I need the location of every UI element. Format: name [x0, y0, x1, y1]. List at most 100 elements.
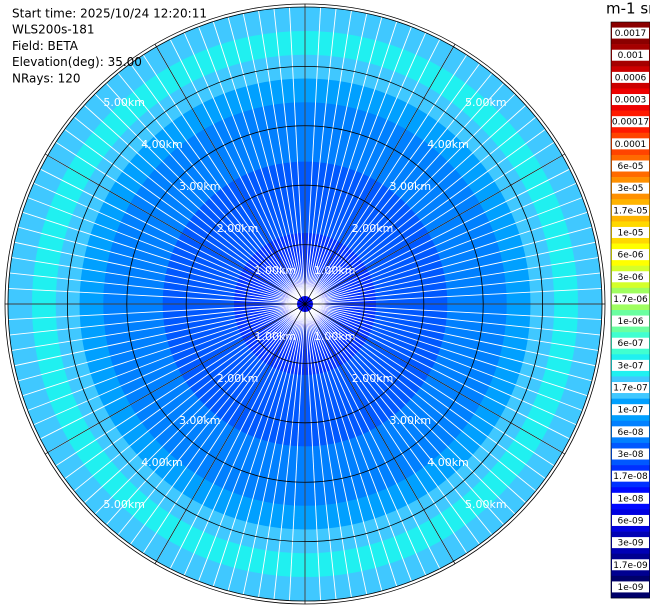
colorbar-label: 1e-06 [618, 317, 644, 327]
colorbar-label: 6e-09 [618, 516, 644, 526]
range-label: 2.00km [217, 222, 259, 235]
colorbar-units: m-1 sr-1 [606, 0, 650, 18]
ray-separator [6, 304, 298, 336]
colorbar-label: 6e-08 [618, 428, 644, 438]
range-label: 1.00km [254, 330, 296, 343]
colorbar-label-bg [612, 581, 649, 593]
range-label: 5.00km [465, 498, 507, 511]
range-label: 3.00km [179, 180, 221, 193]
ray-separator [306, 10, 368, 297]
ray-separator [312, 287, 605, 305]
colorbar-label: 0.0017 [615, 29, 647, 39]
colorbar-label: 0.00017 [612, 118, 649, 128]
ray-separator [312, 241, 599, 303]
colorbar-label: 1.7e-08 [613, 472, 648, 482]
ray-separator [312, 306, 580, 427]
colorbar-label: 1e-07 [618, 406, 644, 416]
ray-separator [128, 310, 301, 547]
ray-separator [37, 167, 299, 301]
ray-separator [19, 210, 298, 302]
ray-separator [308, 52, 469, 298]
ray-separator [19, 306, 298, 398]
ray-separator [11, 305, 298, 367]
colorbar-label: 3e-07 [618, 361, 644, 371]
colorbar-label-bg [612, 559, 649, 571]
colorbar-label: 1.7e-05 [613, 206, 648, 216]
ray-separator [304, 4, 322, 297]
ray-separator [226, 14, 304, 297]
range-label: 2.00km [217, 372, 259, 385]
ray-separator [30, 306, 298, 427]
ray-separator [310, 309, 518, 517]
ray-separator [288, 4, 306, 297]
ray-separator [71, 308, 300, 494]
ray-separator [304, 311, 322, 604]
ray-separator [307, 311, 428, 579]
ray-separator [311, 307, 573, 441]
ray-separator [92, 309, 300, 517]
info-line: WLS200s-181 [12, 23, 95, 37]
ray-separator [197, 311, 303, 585]
colorbar-label: 1e-05 [618, 228, 644, 238]
ray-separator [30, 181, 298, 302]
range-ring [245, 244, 365, 364]
ray-separator [311, 167, 573, 301]
colorbar-label: 6e-06 [618, 251, 644, 261]
ray-separator [312, 306, 591, 398]
edge [4, 3, 606, 605]
ray-separator [257, 311, 305, 601]
colorbar-label-bg [612, 293, 649, 305]
ray-separator [311, 307, 557, 468]
ray-separator [24, 306, 298, 412]
ray-separator [310, 91, 518, 299]
ray-separator [257, 7, 305, 297]
ray-separator [308, 310, 469, 556]
colorbar-label: 0.0006 [615, 73, 647, 83]
colorbar-label-bg [612, 138, 649, 150]
colorbar-label-bg [612, 226, 649, 238]
ray-separator [168, 310, 302, 572]
ray-separator [308, 310, 442, 572]
ray-separator [312, 304, 604, 336]
ray-separator [211, 311, 303, 590]
ray-separator [15, 225, 298, 303]
ray-separator [312, 210, 591, 302]
ray-separator [309, 309, 495, 538]
ray-separator [307, 23, 413, 297]
colorbar-label-bg [612, 315, 649, 327]
ray-separator [312, 256, 602, 304]
ray-separator [211, 18, 303, 297]
ray-separator [309, 61, 482, 298]
colorbar-label: 6e-07 [618, 339, 644, 349]
ray-separator [273, 311, 305, 603]
colorbar-label-bg [612, 514, 649, 526]
colorbar-label-bg [612, 49, 649, 61]
range-label: 2.00km [352, 222, 394, 235]
colorbar-label: 1e-09 [618, 583, 644, 593]
range-ring [126, 125, 484, 483]
ray-separator [307, 311, 413, 585]
ray-separator [307, 311, 399, 590]
ray-separator [306, 311, 368, 598]
colorbar-label-bg [612, 204, 649, 216]
info-line: NRays: 120 [12, 71, 81, 85]
ray-separator [310, 309, 507, 528]
range-label: 5.00km [465, 96, 507, 109]
colorbar-label-bg [612, 382, 649, 394]
ray-separator [15, 305, 298, 383]
colorbar-label: 1e-08 [618, 494, 644, 504]
ppi-plot: 1.00km 1.00km 1.00km 1.00km 2.00km 2.00km 2.00… [4, 3, 606, 605]
colorbar-label-bg [612, 359, 649, 371]
ray-separator [168, 36, 302, 298]
colorbar-label-bg [612, 404, 649, 416]
range-label: 4.00km [141, 138, 183, 151]
ray-separator [312, 305, 595, 383]
ray-separator [310, 309, 529, 506]
colorbar-label: 1.7e-06 [613, 295, 648, 305]
colorbar-label-bg [612, 337, 649, 349]
colorbar-label: 1.7e-09 [613, 561, 648, 571]
colorbar-label: 0.0001 [615, 140, 647, 150]
ray-separator [309, 70, 495, 299]
colorbar-label-bg [612, 249, 649, 261]
